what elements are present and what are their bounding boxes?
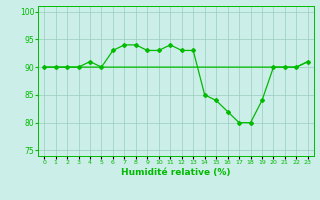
X-axis label: Humidité relative (%): Humidité relative (%) bbox=[121, 168, 231, 177]
